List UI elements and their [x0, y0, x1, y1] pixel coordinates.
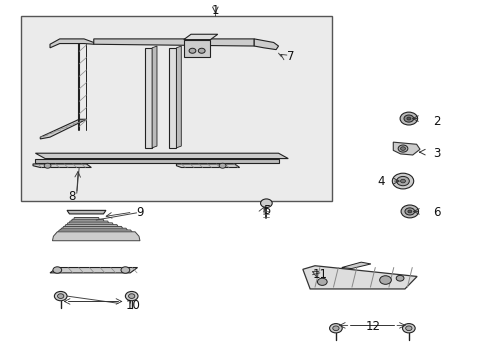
Circle shape [189, 48, 196, 53]
Text: 1: 1 [211, 4, 219, 17]
Text: 4: 4 [376, 175, 384, 188]
Circle shape [125, 292, 138, 301]
Polygon shape [176, 46, 181, 148]
Text: 7: 7 [286, 50, 294, 63]
Polygon shape [57, 228, 130, 237]
Circle shape [53, 267, 61, 273]
Circle shape [396, 176, 408, 186]
Circle shape [399, 112, 417, 125]
Circle shape [44, 163, 51, 168]
Circle shape [58, 294, 64, 298]
Circle shape [400, 179, 405, 183]
Circle shape [121, 267, 129, 273]
Text: 12: 12 [365, 320, 380, 333]
Circle shape [405, 326, 411, 330]
Polygon shape [62, 225, 120, 234]
Circle shape [400, 205, 418, 218]
Circle shape [402, 324, 414, 333]
Circle shape [198, 48, 204, 53]
Text: 2: 2 [432, 114, 439, 127]
Circle shape [128, 294, 135, 298]
Polygon shape [55, 230, 135, 239]
Circle shape [403, 115, 413, 122]
Text: 8: 8 [68, 190, 76, 203]
Circle shape [219, 163, 225, 168]
Polygon shape [341, 262, 370, 269]
Circle shape [397, 145, 407, 152]
Circle shape [391, 173, 413, 189]
Polygon shape [94, 39, 254, 46]
Circle shape [404, 208, 414, 215]
Polygon shape [169, 48, 176, 148]
Circle shape [332, 326, 338, 330]
Bar [21, 16, 331, 202]
Polygon shape [152, 46, 157, 148]
Circle shape [379, 276, 390, 284]
Polygon shape [60, 226, 125, 235]
Circle shape [54, 292, 67, 301]
Polygon shape [254, 39, 278, 50]
Text: 3: 3 [432, 147, 439, 160]
Text: 11: 11 [312, 268, 326, 281]
Text: 5: 5 [262, 204, 269, 217]
Polygon shape [183, 40, 210, 57]
Circle shape [395, 275, 403, 281]
Circle shape [400, 147, 405, 150]
Circle shape [329, 324, 342, 333]
Text: 6: 6 [432, 206, 439, 219]
Polygon shape [52, 232, 140, 241]
Polygon shape [69, 219, 106, 228]
Polygon shape [67, 210, 106, 214]
Text: 10: 10 [125, 298, 140, 311]
Circle shape [407, 210, 411, 213]
Polygon shape [144, 48, 152, 148]
Polygon shape [35, 153, 287, 158]
Polygon shape [33, 164, 91, 167]
Circle shape [317, 278, 326, 285]
Circle shape [406, 117, 410, 120]
Polygon shape [176, 164, 239, 167]
Polygon shape [40, 119, 86, 139]
Polygon shape [50, 39, 94, 48]
Circle shape [260, 199, 272, 207]
Polygon shape [302, 266, 416, 289]
Polygon shape [72, 217, 101, 226]
Polygon shape [64, 223, 116, 232]
Polygon shape [35, 158, 278, 163]
Polygon shape [392, 142, 419, 155]
Polygon shape [67, 221, 111, 230]
Text: 9: 9 [136, 206, 143, 219]
Polygon shape [183, 34, 217, 40]
Polygon shape [50, 267, 137, 273]
